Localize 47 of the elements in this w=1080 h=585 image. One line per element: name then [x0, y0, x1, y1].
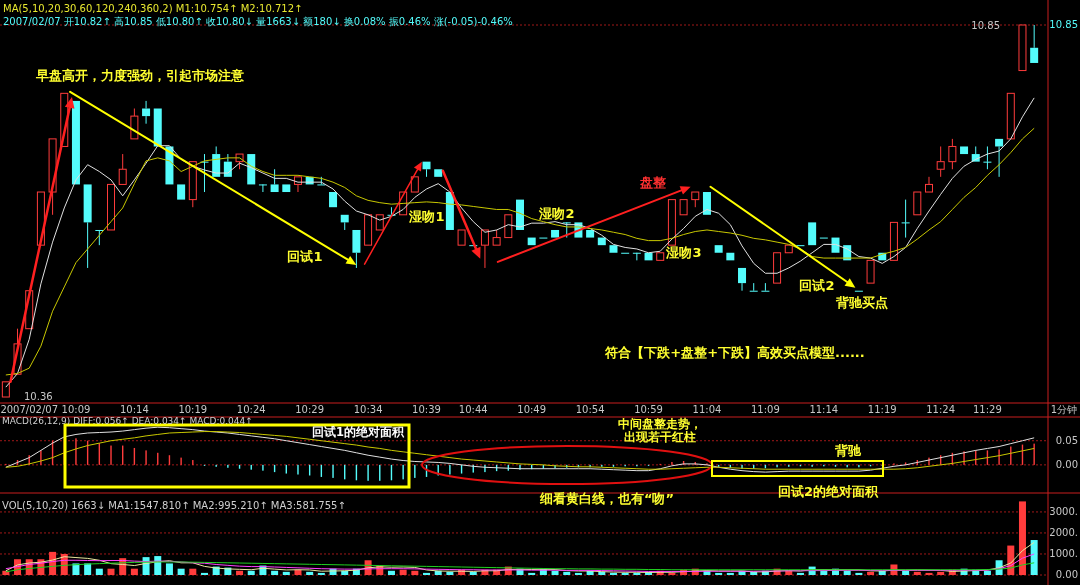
annotation: 回试2的绝对面积 [777, 483, 880, 499]
x-tick-label: 10:19 [178, 404, 208, 415]
text: MA(5,10,20,30,60,120,240,360,2) M1:10.754↑ M2:10.712↑ [3, 3, 303, 14]
y-tick-label: 1000. [1049, 547, 1078, 559]
x-tick-label: 10:39 [412, 404, 441, 415]
annotation: 10.36 [24, 391, 53, 402]
x-tick-label: 10:14 [119, 404, 149, 415]
y-tick-label: 0.05 [1055, 434, 1078, 446]
x-tick-label: 11:24 [926, 404, 956, 415]
x-tick-label: 11:29 [973, 404, 1002, 415]
annotation: 细看黄白线，也有“吻” [538, 490, 675, 506]
x-tick-label: 10:24 [236, 404, 266, 415]
x-tick-label: 11:09 [750, 404, 780, 415]
annotation: 回试1 [287, 248, 323, 264]
annotation: 10.85 [971, 20, 1000, 31]
x-tick-label: 11:04 [692, 404, 722, 415]
annotation: 回试2 [799, 277, 835, 293]
annotation: 湿吻2 [538, 205, 575, 221]
x-tick-label: 10:34 [353, 404, 383, 415]
annotation: 湿吻3 [665, 244, 702, 260]
y-tick-label: 0.00 [1055, 569, 1078, 580]
annotation: 背驰买点 [835, 294, 888, 310]
y-tick-label: 2000. [1049, 526, 1078, 538]
x-tick-label: 10:54 [575, 404, 605, 415]
annotation: 中间盘整走势， [618, 416, 702, 431]
annotation: 背驰 [834, 442, 862, 458]
annotation: 湿吻1 [408, 208, 445, 224]
x-tick-label: 10:49 [517, 404, 547, 415]
x-tick-label: 10:29 [295, 404, 325, 415]
ref-line-label: 10.85 [1049, 19, 1078, 30]
x-tick-label: 10:59 [634, 404, 663, 415]
x-tick-label: 10:09 [61, 404, 91, 415]
x-tick-label: 11:19 [867, 404, 897, 415]
x-tick-label: 2007/02/07 [0, 404, 59, 415]
annotation: VOL(5,10,20) 1663↓ MA1:1547.810↑ MA2:995.210↑ MA3:581.755↑ [2, 500, 346, 511]
y-tick-label: 3000. [1049, 505, 1078, 517]
annotation: 回试1的绝对面积 [311, 424, 405, 439]
annotation: MACD(26,12,9) DIFF:0.056↑ DEA:0.034↑ MACD:0.044↑ [2, 415, 253, 426]
x-tick-label: 10:44 [458, 404, 488, 415]
x-tick-label: 11:14 [809, 404, 839, 415]
annotation: 盘整 [639, 174, 667, 190]
annotation: 早盘高开，力度强劲，引起市场注意 [34, 68, 245, 84]
y-tick-label: 0.00 [1055, 458, 1078, 470]
annotation: 符合【下跌+盘整+下跌】高效买点模型...... [604, 344, 865, 360]
x-axis-title: 1分钟 [1050, 404, 1078, 415]
annotation: 2007/02/07 开10.82↑ 高10.85 低10.80↑ 收10.80↓ 量1663↓ 额180↓ 换0.08% 振0.46% 涨(-0.05)-0.46% [3, 16, 513, 27]
annotation: 出现若干红柱 [624, 429, 696, 444]
